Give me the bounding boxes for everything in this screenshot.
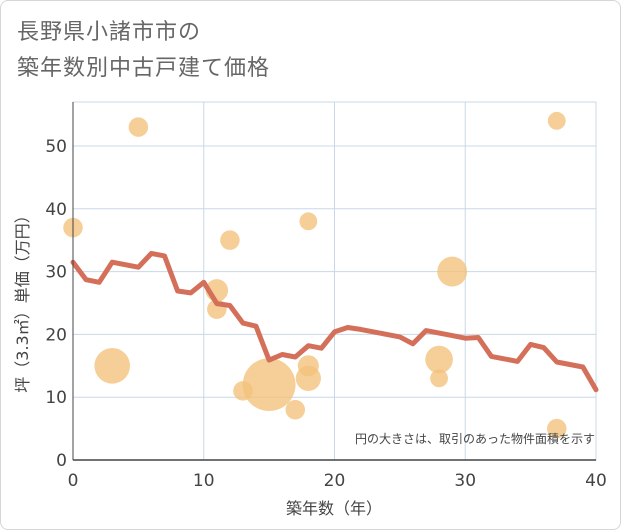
data-bubble (295, 365, 321, 391)
chart-title: 長野県小諸市市の 築年数別中古戸建て価格 (17, 15, 270, 87)
data-bubble (285, 399, 306, 420)
chart-title-line-1: 長野県小諸市市の (17, 20, 202, 45)
y-axis-label: 坪（3.3㎡）単価（万円） (13, 207, 32, 392)
data-bubble (242, 358, 296, 412)
x-tick-label: 30 (454, 471, 476, 491)
x-tick-label: 20 (324, 471, 346, 491)
trend-line-group (70, 250, 599, 393)
data-bubble (547, 111, 566, 130)
average-price-line (70, 250, 599, 393)
data-bubble (220, 230, 240, 250)
y-tick-label: 30 (45, 263, 67, 283)
data-bubble (430, 369, 449, 388)
axes: 0 10 20 30 40 0 10 20 30 40 50 (45, 102, 607, 491)
data-bubble (128, 117, 149, 137)
data-bubble (299, 212, 318, 231)
x-tick-label: 10 (193, 471, 215, 491)
bubbles (63, 111, 567, 439)
x-tick-label: 0 (68, 471, 79, 491)
size-legend-note: 円の大きさは、取引のあった物件面積を示す (355, 431, 595, 446)
x-axis-label: 築年数（年） (286, 499, 382, 518)
y-tick-label: 10 (45, 388, 67, 408)
data-bubble (425, 345, 453, 374)
y-tick-label: 40 (45, 200, 67, 220)
grid (72, 101, 597, 461)
data-bubble (94, 347, 131, 384)
y-tick-label: 0 (56, 451, 67, 471)
data-bubble (547, 418, 567, 439)
chart-title-line-2: 築年数別中古戸建て価格 (17, 56, 271, 81)
y-tick-label: 50 (45, 137, 67, 157)
y-tick-label: 20 (45, 325, 67, 345)
x-tick-label: 40 (585, 471, 607, 491)
data-bubble (437, 256, 468, 287)
